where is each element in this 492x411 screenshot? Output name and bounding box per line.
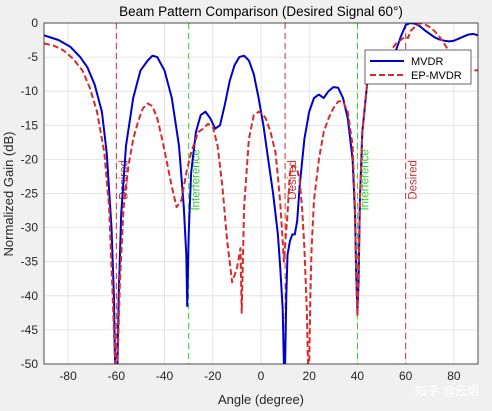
series-line-ep-mvdr bbox=[44, 23, 478, 364]
x-tick-label-3: -20 bbox=[204, 369, 222, 383]
legend-label-mvdr: MVDR bbox=[411, 56, 443, 68]
y-axis-label: Normalized Gain (dB) bbox=[1, 132, 16, 257]
series-group bbox=[44, 23, 478, 364]
y-tick-label-10: -50 bbox=[21, 357, 39, 371]
x-tick-label-6: 40 bbox=[351, 369, 365, 383]
y-tick-label-2: -10 bbox=[21, 84, 39, 98]
x-tick-label-4: 0 bbox=[258, 369, 265, 383]
series-line-mvdr bbox=[44, 23, 478, 364]
y-tick-label-0: 0 bbox=[31, 16, 38, 30]
y-tick-label-6: -30 bbox=[21, 221, 39, 235]
marker-label-3: Interference bbox=[359, 149, 371, 210]
marker-label-1: Interference bbox=[191, 149, 203, 210]
legend-box bbox=[364, 49, 472, 85]
x-tick-label-8: 80 bbox=[447, 369, 461, 383]
x-tick-label-1: -60 bbox=[108, 369, 126, 383]
y-tick-label-1: -5 bbox=[27, 50, 38, 64]
x-tick-label-7: 60 bbox=[399, 369, 413, 383]
y-tick-label-5: -25 bbox=[21, 187, 39, 201]
chart-title: Beam Pattern Comparison (Desired Signal … bbox=[119, 4, 403, 19]
tick-labels: -80 -60 -40 -20 0 20 40 60 80 0 -5 -10 -15 -20 -25 -30 -… bbox=[21, 16, 461, 383]
y-tick-label-9: -45 bbox=[21, 323, 39, 337]
x-tick-label-5: 20 bbox=[303, 369, 317, 383]
x-tick-label-2: -40 bbox=[156, 369, 174, 383]
marker-label-4: Desired bbox=[408, 160, 420, 200]
y-tick-label-4: -20 bbox=[21, 152, 39, 166]
y-tick-label-7: -35 bbox=[21, 255, 39, 269]
y-tick-label-8: -40 bbox=[21, 289, 39, 303]
x-axis-label: Angle (degree) bbox=[218, 392, 304, 407]
x-tick-label-0: -80 bbox=[59, 369, 77, 383]
plot-frame bbox=[43, 22, 479, 365]
legend-label-ep-mvdr: EP-MVDR bbox=[411, 70, 462, 82]
watermark: 知乎 @云烟 bbox=[415, 384, 479, 398]
y-tick-label-3: -15 bbox=[21, 118, 39, 132]
marker-label-2: Desired bbox=[287, 160, 299, 200]
legend: MVDR EP-MVDR bbox=[364, 49, 472, 85]
